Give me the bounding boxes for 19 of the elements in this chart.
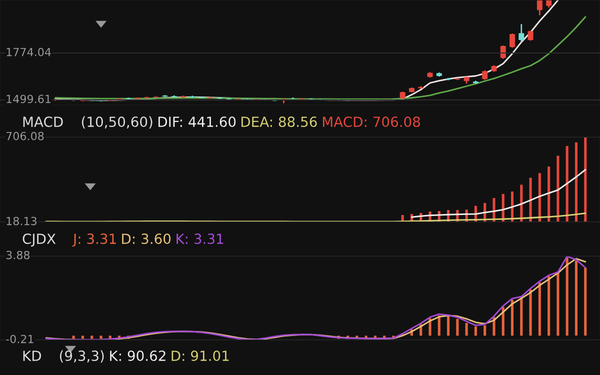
chart-title: MACD <box>23 116 63 128</box>
y-tick-label: 706.08 <box>6 132 44 140</box>
text: DIF: 441.60 <box>158 116 236 128</box>
legend-label: K: 90.62 <box>110 350 166 362</box>
text: (9,3,3) <box>60 350 104 363</box>
y-tick-label: 1774.04 <box>6 48 51 56</box>
chart-title: CJDX <box>22 234 56 247</box>
y-tick-label: 3.88 <box>6 250 30 260</box>
text: MACD: 706.08 <box>322 116 420 128</box>
y-tick-label: -0.21 <box>6 334 34 344</box>
chart-subtitle: (10,50,60) <box>82 116 152 129</box>
text: J: 3.31 <box>72 234 116 247</box>
text: K: 3.31 <box>176 234 224 244</box>
y-tick-label: 1499.61 <box>6 94 50 104</box>
text: DEA: 88.56 <box>241 116 317 128</box>
y-tick-label: 18.13 <box>6 216 36 226</box>
legend-label: D: 91.01 <box>172 350 229 362</box>
text: D: 3.60 <box>122 234 171 244</box>
text: KD <box>23 350 41 361</box>
